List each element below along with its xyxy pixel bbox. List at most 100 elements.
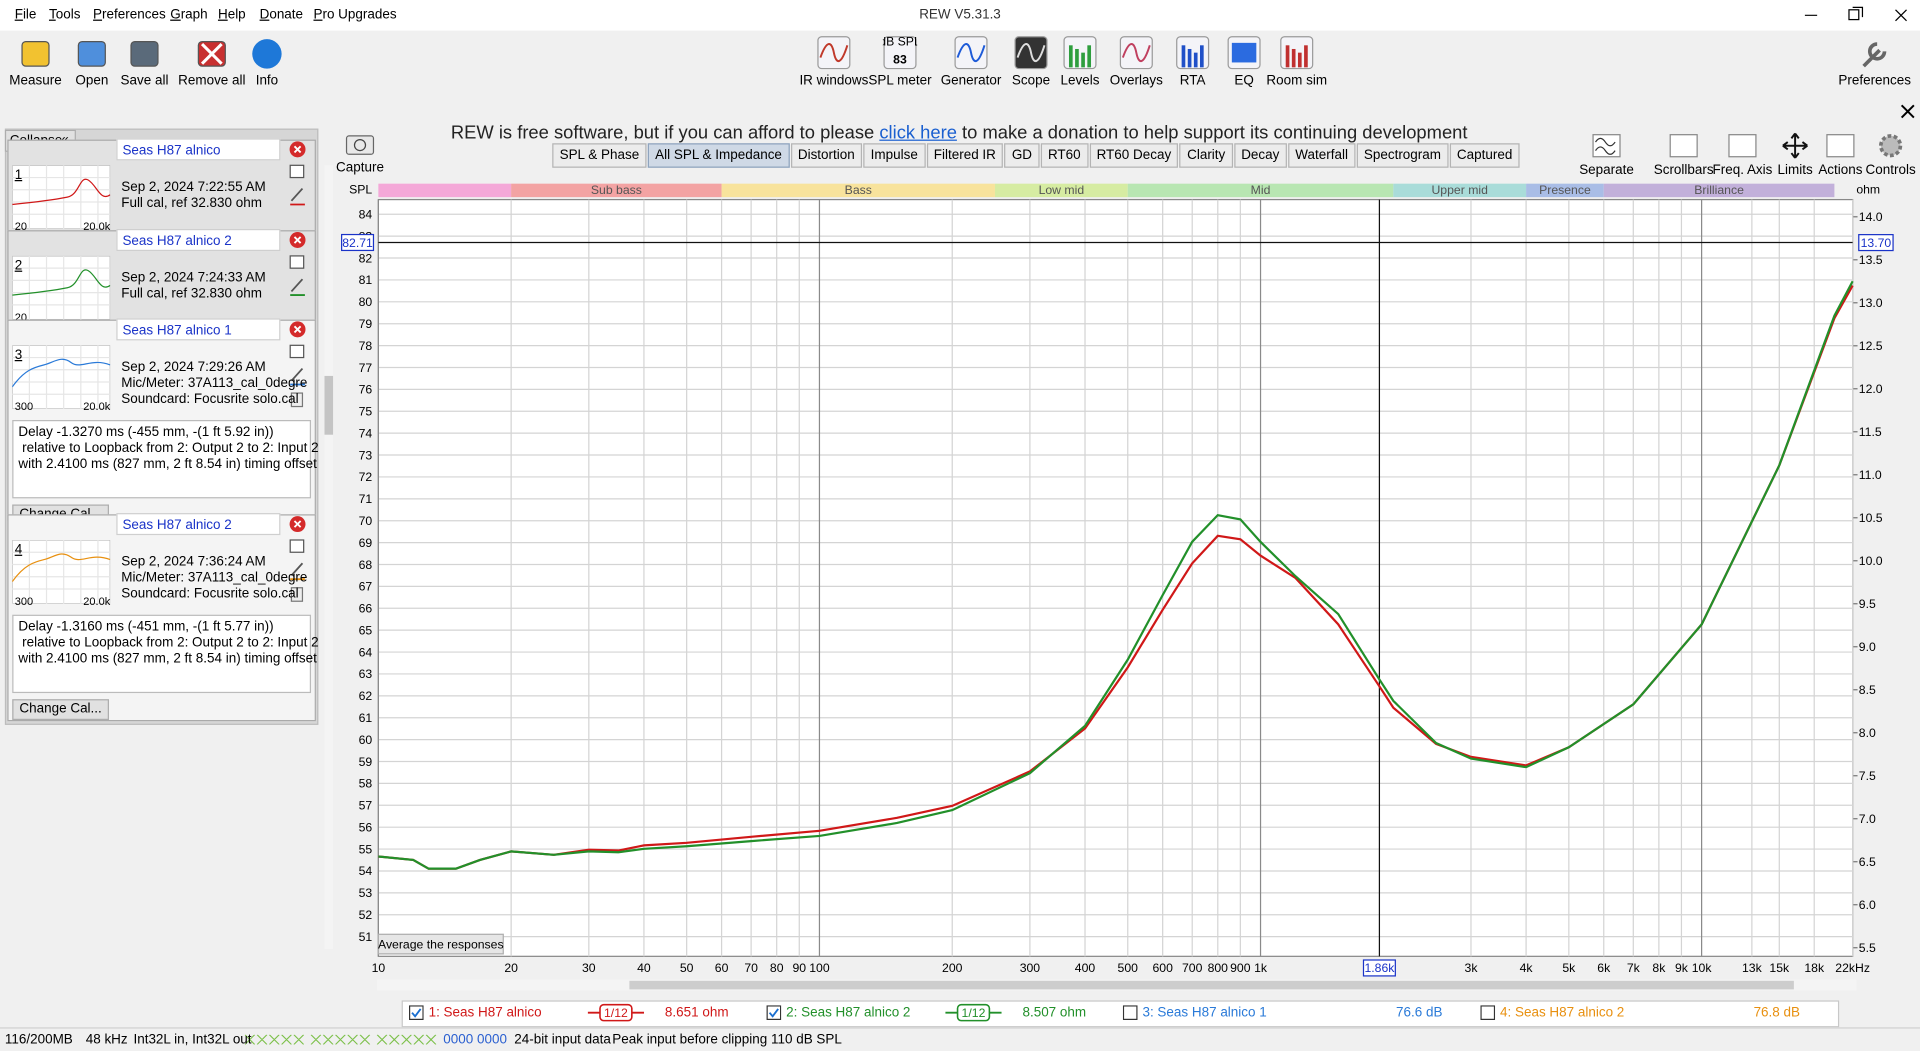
- measurement-icons[interactable]: [289, 162, 306, 233]
- toolbar-label[interactable]: Levels: [1060, 73, 1100, 89]
- measurement-name[interactable]: Seas H87 alnico 1: [116, 318, 281, 341]
- toolbar-icon[interactable]: [1063, 36, 1097, 70]
- toolbar-label[interactable]: Room sim: [1266, 73, 1328, 89]
- legend-name[interactable]: 2: Seas H87 alnico 2: [786, 1005, 911, 1021]
- toolbar-icon[interactable]: [817, 36, 851, 70]
- graph-tab[interactable]: RT60 Decay: [1089, 143, 1179, 168]
- legend-name[interactable]: 1: Seas H87 alnico: [428, 1005, 542, 1021]
- menu-item[interactable]: Preferences: [93, 7, 166, 23]
- smoothing-icon[interactable]: 1/12: [945, 1003, 1002, 1023]
- graph-tab[interactable]: Distortion: [790, 143, 863, 168]
- graph-tool-icon[interactable]: [1778, 131, 1812, 160]
- toolbar-icon[interactable]: [75, 37, 109, 71]
- toolbar-icon[interactable]: [195, 37, 229, 71]
- graph-tab[interactable]: All SPL & Impedance: [647, 143, 790, 168]
- scroll-thumb[interactable]: [629, 980, 1794, 990]
- graph-tab[interactable]: GD: [1004, 143, 1040, 168]
- toolbar-icon[interactable]: [1119, 36, 1153, 70]
- toolbar-label[interactable]: RTA: [1179, 73, 1206, 89]
- thumbnail[interactable]: [12, 255, 111, 320]
- toolbar-label[interactable]: Remove all: [178, 73, 246, 89]
- toolbar-icon[interactable]: [954, 36, 988, 70]
- toolbar-label[interactable]: Preferences: [1838, 73, 1912, 89]
- close[interactable]: [1895, 9, 1907, 22]
- graph-tool-label[interactable]: Freq. Axis: [1712, 162, 1773, 178]
- graph-tab[interactable]: Impulse: [863, 143, 926, 168]
- graph-tab[interactable]: Spectrogram: [1356, 143, 1449, 168]
- graph-tab[interactable]: SPL & Phase: [552, 143, 647, 168]
- average-button[interactable]: [377, 933, 504, 955]
- measurement-name[interactable]: Seas H87 alnico 2: [116, 513, 281, 536]
- graph-tool-label[interactable]: Limits: [1777, 162, 1813, 178]
- menu-item[interactable]: File: [14, 7, 37, 23]
- toolbar-icon[interactable]: [250, 37, 284, 71]
- toolbar-label[interactable]: Overlays: [1109, 73, 1163, 89]
- toolbar-icon[interactable]: [1227, 36, 1261, 70]
- toolbar-icon[interactable]: [1280, 36, 1314, 70]
- banner-close[interactable]: [1900, 104, 1915, 119]
- measurement-notes[interactable]: Delay -1.3160 ms (-451 mm, -(1 ft 5.77 i…: [12, 614, 319, 694]
- donate-link[interactable]: click here: [879, 122, 957, 144]
- toolbar-label[interactable]: Save all: [120, 73, 169, 89]
- graph-tab[interactable]: RT60: [1040, 143, 1088, 168]
- remove-measurement[interactable]: [289, 321, 306, 338]
- capture-label[interactable]: Capture: [336, 160, 384, 176]
- restore[interactable]: [1848, 9, 1860, 21]
- toolbar-label[interactable]: EQ: [1234, 73, 1254, 89]
- measurement-icons[interactable]: [289, 342, 306, 413]
- graph-tab[interactable]: Filtered IR: [926, 143, 1004, 168]
- menu-item[interactable]: Tools: [48, 7, 81, 23]
- capture-icon[interactable]: [345, 132, 375, 156]
- measurement-notes[interactable]: Delay -1.3270 ms (-455 mm, -(1 ft 5.92 i…: [12, 420, 319, 499]
- toolbar-icon[interactable]: dB SPL 83: [883, 36, 917, 70]
- graph-tool-label[interactable]: Actions: [1818, 162, 1863, 178]
- toolbar-label[interactable]: Open: [75, 73, 109, 89]
- legend-checkbox[interactable]: [766, 1005, 782, 1021]
- measurement-name[interactable]: Seas H87 alnico: [116, 138, 281, 161]
- legend-name[interactable]: 4: Seas H87 alnico 2: [1500, 1005, 1625, 1021]
- legend-checkbox[interactable]: [1480, 1005, 1496, 1021]
- toolbar-icon[interactable]: [127, 37, 161, 71]
- thumbnail[interactable]: [12, 345, 111, 409]
- thumbnail[interactable]: [12, 165, 111, 229]
- toolbar-label[interactable]: Measure: [9, 73, 62, 89]
- graph-tool-label[interactable]: Controls: [1865, 162, 1916, 178]
- graph-tab[interactable]: Decay: [1233, 143, 1287, 168]
- graph-tab[interactable]: Waterfall: [1287, 143, 1356, 168]
- measurement-icons[interactable]: [289, 252, 306, 323]
- toolbar-icon[interactable]: [18, 37, 52, 71]
- smoothing-icon[interactable]: 1/12: [587, 1003, 645, 1023]
- panel-scrollbar[interactable]: [324, 165, 334, 949]
- toolbar-label[interactable]: Scope: [1011, 73, 1051, 89]
- graph-tool-icon[interactable]: [1589, 131, 1623, 160]
- graph-tool-label[interactable]: Scrollbars: [1653, 162, 1714, 178]
- toolbar-label[interactable]: SPL meter: [868, 73, 932, 89]
- measurement-icons[interactable]: [289, 536, 306, 607]
- graph-scrollbar[interactable]: [377, 979, 1857, 991]
- remove-measurement[interactable]: [289, 516, 306, 533]
- toolbar-label[interactable]: IR windows: [799, 73, 869, 89]
- menu-item[interactable]: Graph: [170, 7, 208, 23]
- legend-name[interactable]: 3: Seas H87 alnico 1: [1142, 1005, 1267, 1021]
- change-cal-button[interactable]: Change Cal...: [12, 699, 109, 721]
- thumbnail[interactable]: [12, 540, 111, 604]
- graph-tool-icon[interactable]: [1873, 131, 1907, 160]
- graph-tab[interactable]: Clarity: [1179, 143, 1233, 168]
- graph-tool-icon[interactable]: [1725, 131, 1759, 160]
- toolbar-icon[interactable]: [1014, 36, 1048, 70]
- toolbar-icon[interactable]: [1176, 36, 1210, 70]
- menu-item[interactable]: Donate: [259, 7, 304, 23]
- graph-tool-label[interactable]: Separate: [1579, 162, 1634, 178]
- graph-tool-icon[interactable]: [1667, 131, 1701, 160]
- toolbar-label[interactable]: Generator: [940, 73, 1002, 89]
- window-controls[interactable]: [1788, 0, 1920, 31]
- toolbar-icon[interactable]: [1858, 37, 1892, 71]
- legend-checkbox[interactable]: [408, 1005, 424, 1021]
- toolbar-label[interactable]: Info: [255, 73, 279, 89]
- remove-measurement[interactable]: [289, 141, 306, 158]
- menu-item[interactable]: Pro Upgrades: [313, 7, 397, 23]
- measurement-name[interactable]: Seas H87 alnico 2: [116, 228, 281, 252]
- legend-checkbox[interactable]: [1122, 1005, 1138, 1021]
- graph-tool-icon[interactable]: [1823, 131, 1857, 160]
- graph-tab[interactable]: Captured: [1449, 143, 1520, 168]
